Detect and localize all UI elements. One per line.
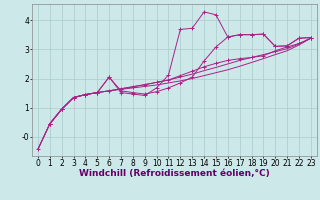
X-axis label: Windchill (Refroidissement éolien,°C): Windchill (Refroidissement éolien,°C) [79, 169, 270, 178]
